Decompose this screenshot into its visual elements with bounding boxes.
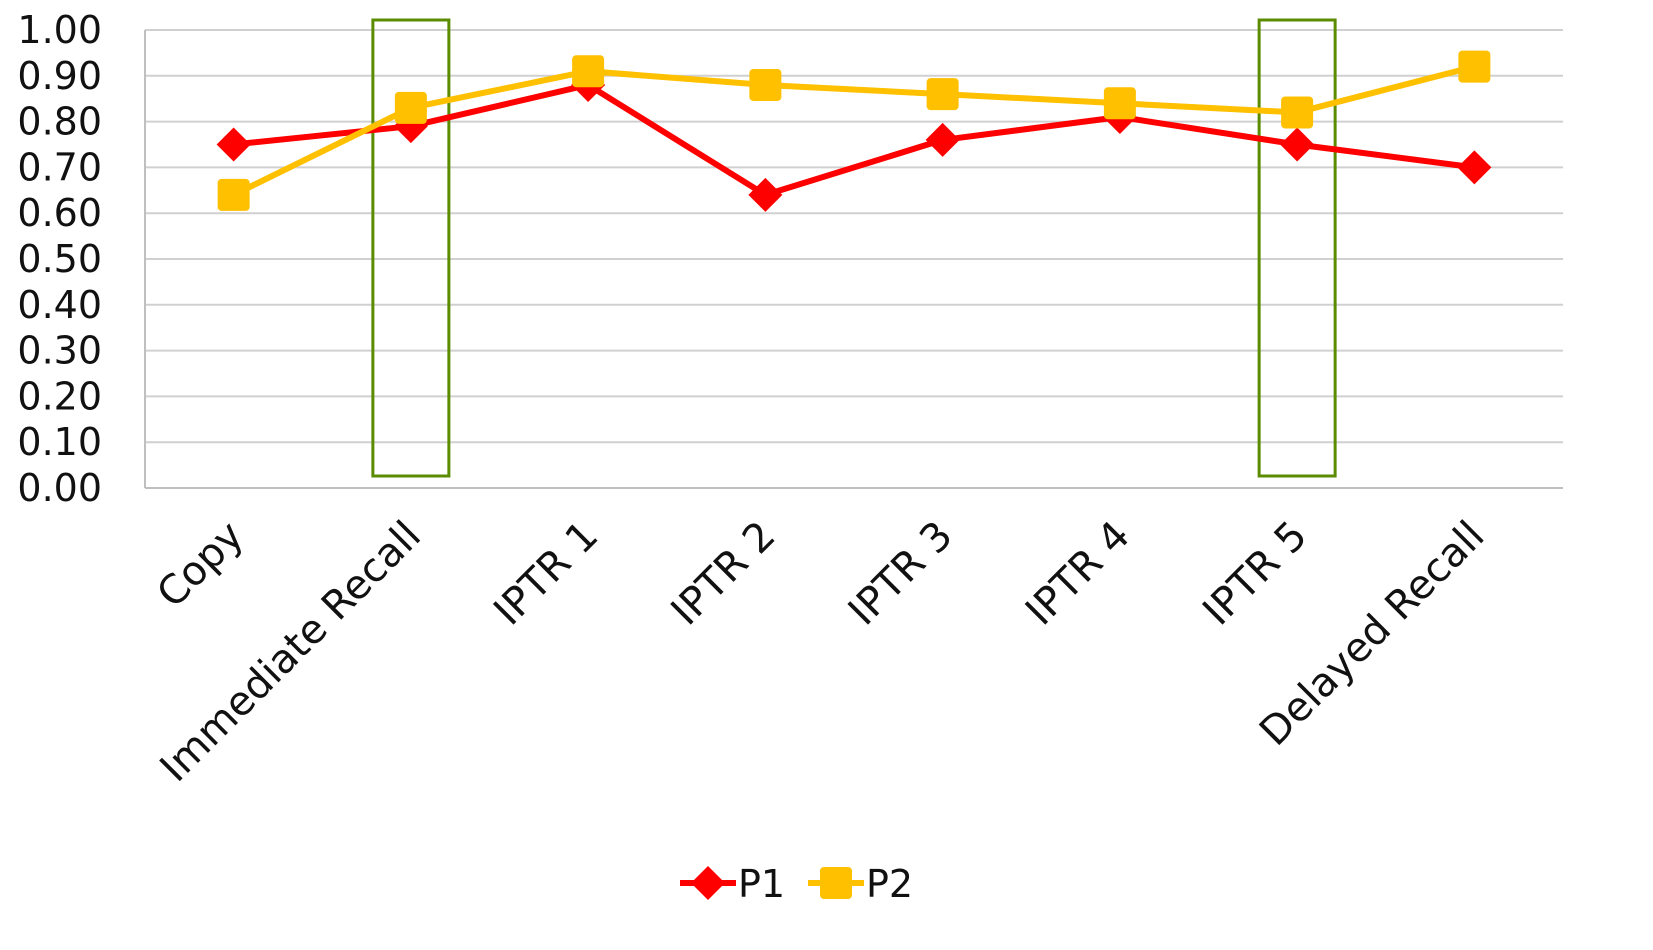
data-point-p2	[1281, 96, 1314, 129]
series-line-p1	[233, 81, 1475, 198]
y-tick-label: 0.30	[17, 329, 102, 373]
y-tick-label: 0.90	[17, 54, 102, 98]
y-tick-label: 0.00	[17, 466, 102, 510]
legend-label-p1: P1	[738, 862, 785, 906]
y-tick-label: 0.40	[17, 283, 102, 327]
y-tick-label: 1.00	[17, 8, 102, 52]
x-tick-label: IPTR 4	[1017, 513, 1139, 635]
data-point-p1	[1457, 150, 1492, 185]
y-axis: 0.000.100.200.300.400.500.600.700.800.90…	[17, 8, 146, 510]
legend-marker-p1	[691, 866, 725, 900]
highlight-boxes	[371, 18, 1337, 478]
series-group	[216, 50, 1492, 212]
x-tick-label: IPTR 5	[1194, 513, 1316, 635]
data-point-p2	[1458, 50, 1491, 83]
y-tick-label: 0.70	[17, 145, 102, 189]
data-point-p2	[217, 178, 250, 211]
gridlines	[145, 29, 1563, 489]
y-tick-label: 0.80	[17, 100, 102, 144]
data-point-p1	[748, 177, 783, 212]
data-point-p1	[1280, 127, 1315, 162]
data-point-p2	[1103, 87, 1136, 120]
legend: P1 P2	[680, 862, 913, 906]
data-point-p2	[749, 68, 782, 101]
highlight-box	[371, 18, 451, 478]
data-point-p2	[926, 78, 959, 111]
legend-label-p2: P2	[866, 862, 913, 906]
x-tick-label: Copy	[148, 513, 252, 617]
y-tick-label: 0.50	[17, 237, 102, 281]
highlight-box	[1257, 18, 1337, 478]
data-point-p2	[394, 91, 427, 124]
y-tick-label: 0.60	[17, 191, 102, 235]
data-point-p2	[572, 55, 605, 88]
y-tick-label: 0.20	[17, 374, 102, 418]
data-point-p1	[925, 122, 960, 157]
series-line-p2	[232, 63, 1476, 198]
x-tick-label: IPTR 3	[840, 513, 962, 635]
legend-marker-p2	[820, 867, 852, 899]
data-point-p1	[216, 127, 251, 162]
x-tick-label: IPTR 2	[663, 513, 785, 635]
x-tick-label: IPTR 1	[485, 513, 607, 635]
y-tick-label: 0.10	[17, 420, 102, 464]
